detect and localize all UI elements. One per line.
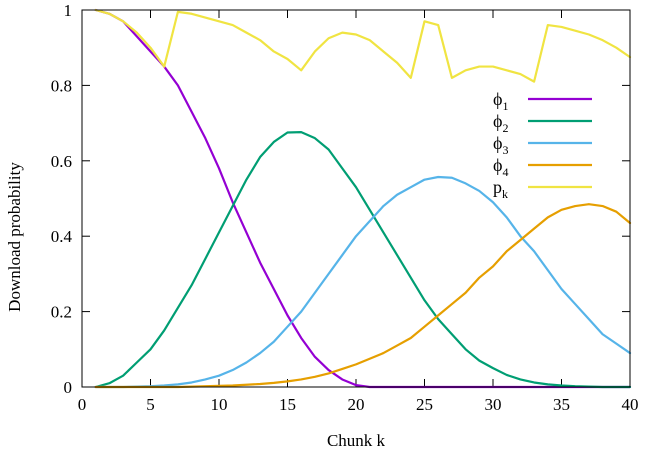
legend-label: ϕ3	[493, 133, 508, 157]
x-tick-label: 40	[622, 395, 639, 414]
x-tick-label: 30	[485, 395, 502, 414]
x-tick-label: 25	[416, 395, 433, 414]
series-line-ϕ2	[94, 131, 632, 389]
x-tick-label: 10	[211, 395, 228, 414]
series-line-ϕ3	[94, 175, 632, 389]
y-tick-label: 0.6	[51, 152, 72, 171]
plot-frame	[81, 9, 631, 388]
y-tick-label: 1	[64, 1, 73, 20]
x-axis-title: Chunk k	[327, 431, 386, 450]
y-tick-label: 0.2	[51, 303, 72, 322]
y-tick-label: 0	[64, 378, 73, 397]
legend-label: pk	[493, 177, 508, 201]
legend-label: ϕ1	[493, 89, 508, 113]
legend-label-base: ϕ	[493, 111, 502, 131]
legend-label: ϕ2	[493, 111, 508, 135]
legend-label-sub: 3	[502, 143, 508, 157]
legend-label-base: ϕ	[493, 133, 502, 153]
legend-label-sub: 4	[502, 165, 508, 179]
x-tick-label: 35	[553, 395, 570, 414]
x-tick-label: 5	[146, 395, 155, 414]
y-tick-label: 0.8	[51, 76, 72, 95]
legend-label: ϕ4	[493, 155, 508, 179]
series-group	[94, 8, 632, 389]
legend-label-sub: 2	[502, 121, 508, 135]
y-tick-label: 0.4	[51, 227, 73, 246]
legend-label-sub: 1	[502, 99, 508, 113]
series-line-pk	[94, 8, 632, 83]
legend-label-base: p	[493, 177, 502, 197]
series-line-ϕ4	[94, 203, 632, 389]
legend-label-sub: k	[502, 187, 508, 201]
legend-label-base: ϕ	[493, 155, 502, 175]
x-tick-label: 0	[78, 395, 87, 414]
tick-labels: 0 5 10 15 20 25 30 35 40 0 0.2 0.4 0.6 0.8 1	[51, 1, 639, 414]
y-axis-title: Download probability	[5, 162, 24, 312]
x-tick-label: 20	[348, 395, 365, 414]
x-tick-label: 15	[279, 395, 296, 414]
legend-label-base: ϕ	[493, 89, 502, 109]
